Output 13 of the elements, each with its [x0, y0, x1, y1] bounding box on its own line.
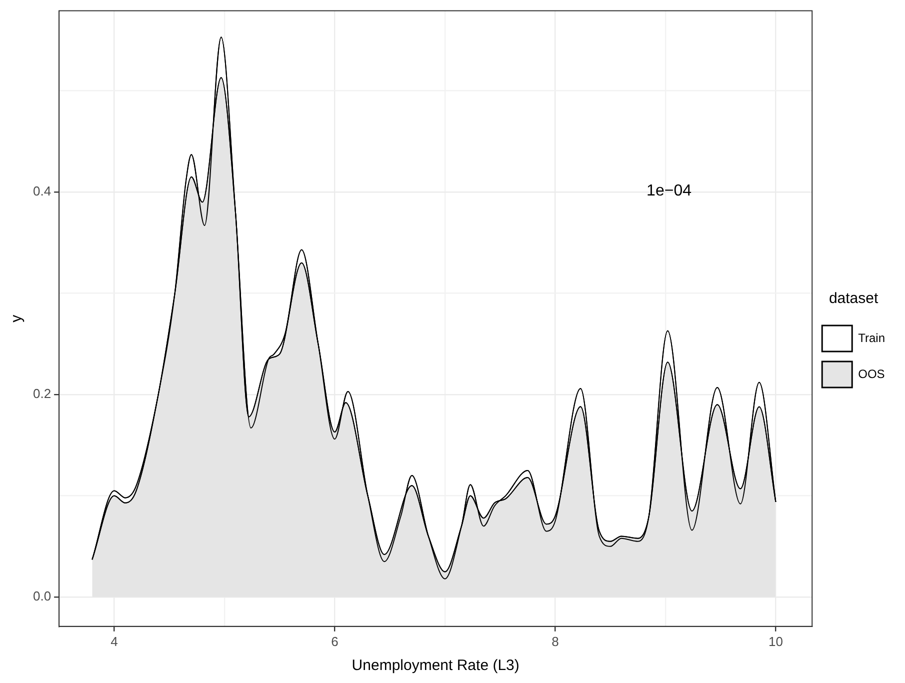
- x-axis-title: Unemployment Rate (L3): [352, 657, 520, 674]
- legend-title: dataset: [828, 290, 879, 308]
- x-tick-label: 8: [552, 634, 559, 649]
- legend-label: Train: [858, 330, 886, 345]
- y-tick-label: 0.2: [32, 386, 52, 402]
- y-axis-title: y: [8, 314, 26, 322]
- y-tick-label: 0.0: [32, 588, 52, 604]
- legend-label: OOS: [858, 366, 885, 381]
- x-tick-label: 10: [768, 634, 783, 649]
- annotation: 1e−04: [646, 182, 692, 200]
- x-tick-label: 6: [331, 634, 338, 649]
- y-tick-label: 0.4: [32, 184, 52, 199]
- x-tick-label: 4: [110, 634, 118, 649]
